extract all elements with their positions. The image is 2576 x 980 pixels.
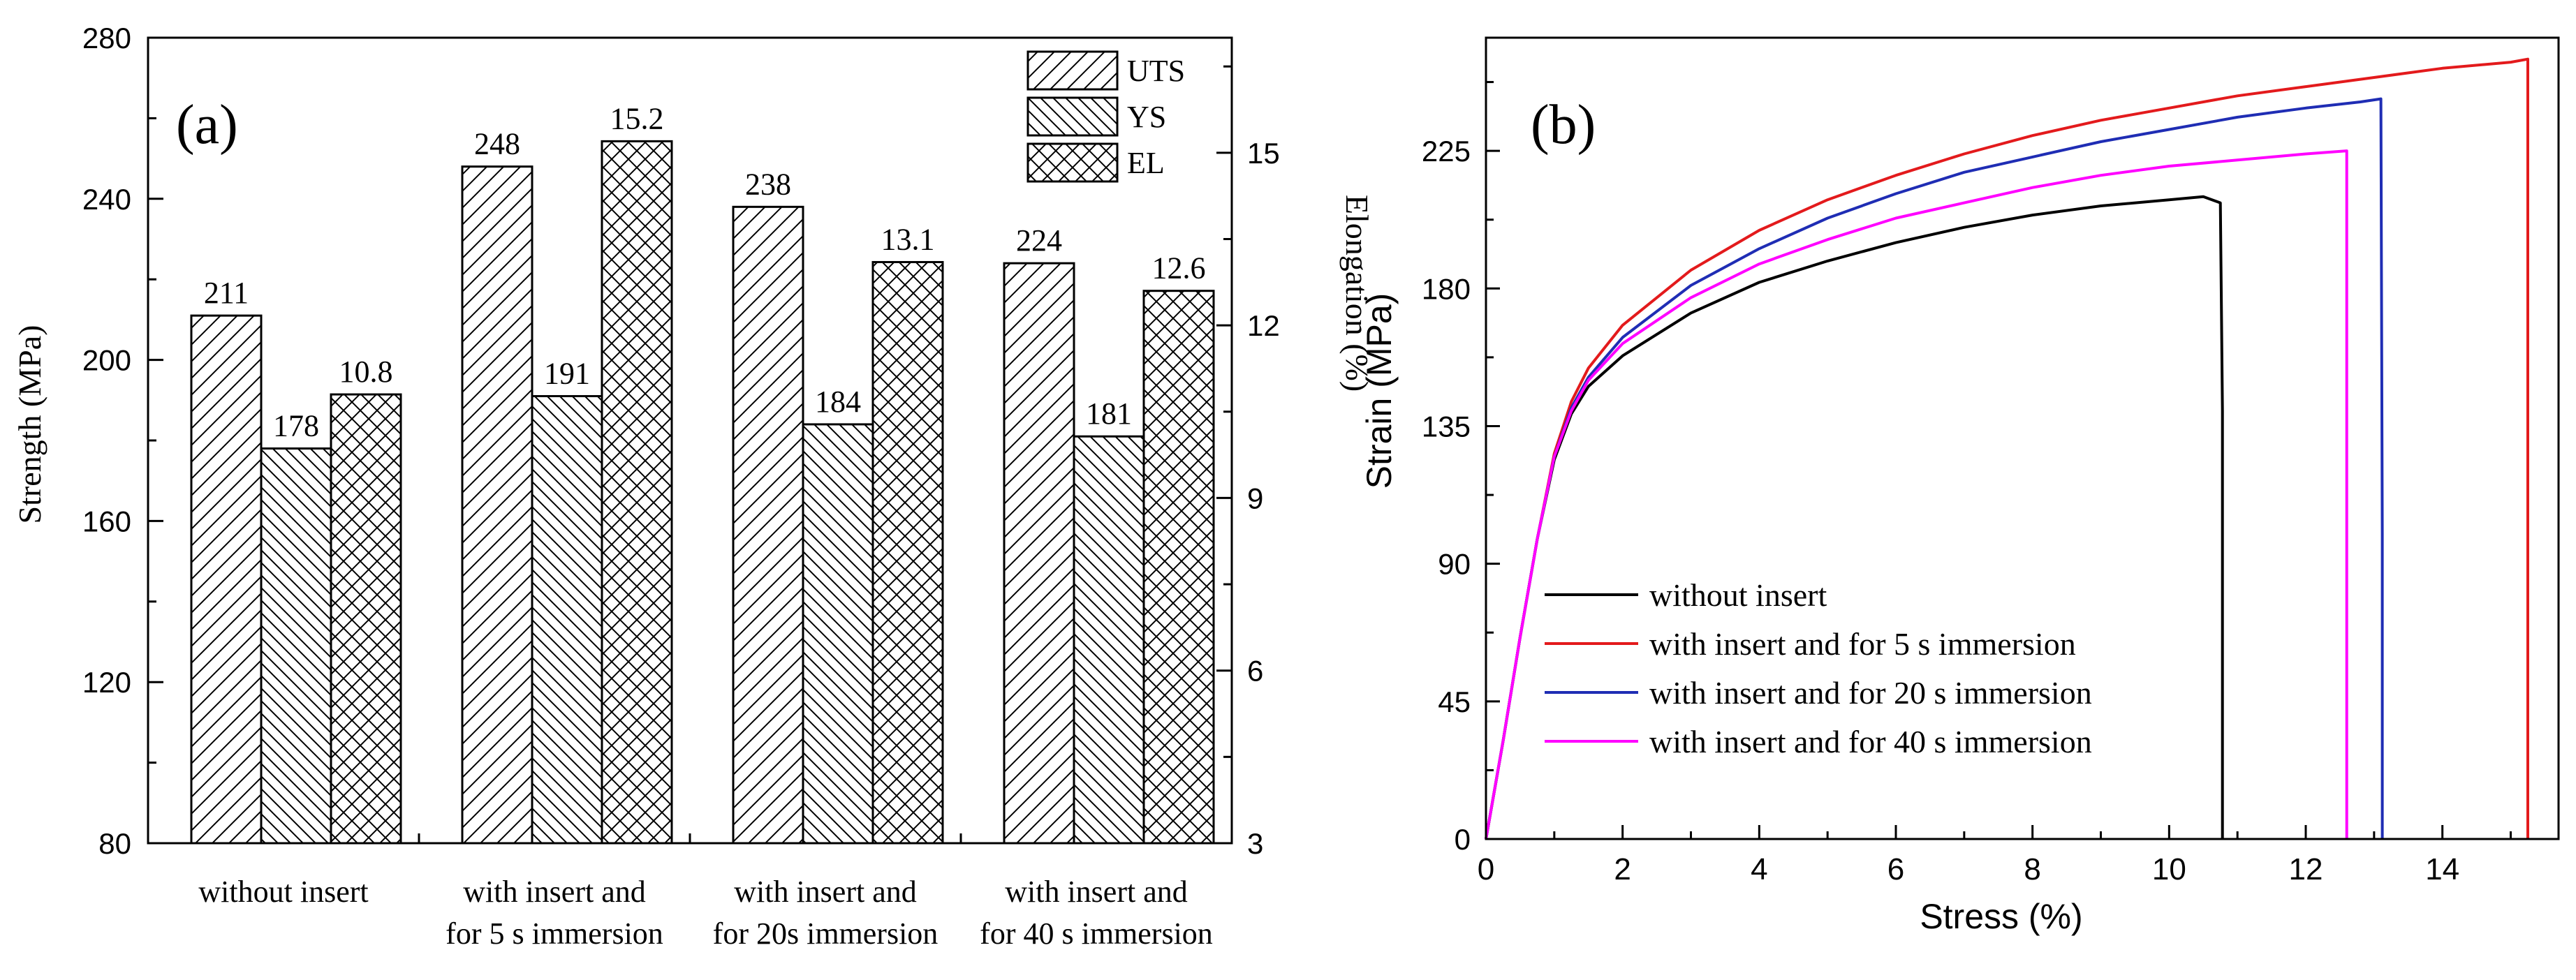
legend-label-2: with insert and for 20 s immersion: [1649, 675, 2092, 711]
data-label-ys-1: 191: [544, 357, 590, 391]
panel-b-label: (b): [1531, 94, 1596, 156]
y-tick-label-135: 135: [1422, 410, 1471, 443]
data-label-ys-3: 181: [1086, 396, 1132, 431]
y2-tick-label-12: 12: [1247, 309, 1280, 342]
panel-b-lines: [1485, 57, 2529, 840]
x-tick-label-12: 12: [2289, 852, 2323, 886]
bar-uts-0: [190, 314, 263, 845]
legend-label-el: EL: [1127, 146, 1165, 180]
y-tick-label-180: 180: [1422, 272, 1471, 305]
y-tick-label-225: 225: [1422, 135, 1471, 168]
x-tick-label-8: 8: [2024, 852, 2040, 886]
legend-label-3: with insert and for 40 s immersion: [1649, 724, 2092, 759]
category-label-3: for 40 s immersion: [980, 916, 1213, 951]
legend-swatch-uts: [1026, 50, 1119, 91]
data-label-uts-1: 248: [474, 127, 520, 161]
panel-b-ylabel: Strain (MPa): [1360, 293, 1399, 489]
category-label-2: with insert and: [734, 875, 917, 909]
x-tick-label-6: 6: [1887, 852, 1904, 886]
x-tick-label-2: 2: [1614, 852, 1631, 886]
data-label-el-1: 15.2: [610, 101, 664, 135]
bar-el-0: [330, 393, 402, 845]
y-tick-label-45: 45: [1438, 685, 1471, 718]
category-label-1: for 5 s immersion: [446, 916, 663, 951]
y-tick-label-0: 0: [1455, 823, 1471, 856]
panel-a-bar-chart: 211 178 10.8 248 191 15.2 238 184 13.1 224 181 12.6…: [12, 22, 1375, 951]
data-label-el-3: 12.6: [1152, 251, 1206, 285]
series-line-1: [1485, 57, 2529, 840]
y2-tick-label-6: 6: [1247, 655, 1263, 688]
data-label-uts-3: 224: [1016, 223, 1062, 258]
x-tick-label-14: 14: [2425, 852, 2459, 886]
category-label-2: for 20s immersion: [713, 916, 939, 951]
panel-b-legend: without insert with insert and for 5 s im…: [1545, 577, 2092, 759]
panel-a-ylabel: Strength (MPa): [12, 325, 47, 524]
panel-b-line-chart: 0 2 4 6 8 10 12 14 0 45 90 135 180 225 without insert…: [1360, 36, 2560, 936]
x-tick-label-10: 10: [2152, 852, 2186, 886]
data-label-el-2: 13.1: [881, 222, 935, 256]
x-tick-label-4: 4: [1751, 852, 1767, 886]
bar-el-1: [601, 140, 673, 845]
legend-label-1: with insert and for 5 s immersion: [1649, 626, 2076, 662]
series-line-3: [1485, 149, 2348, 840]
data-label-ys-0: 178: [273, 409, 319, 443]
panel-a-y2label: Elongation (%): [1339, 195, 1375, 392]
y-tick-label-160: 160: [82, 505, 131, 537]
panel-b-xlabel: Stress (%): [1920, 897, 2082, 936]
panel-a-legend: UTS YS EL: [1026, 50, 1185, 183]
bar-el-3: [1142, 290, 1215, 845]
bar-ys-3: [1073, 435, 1145, 845]
data-label-uts-0: 211: [204, 276, 249, 310]
y2-tick-label-3: 3: [1247, 827, 1263, 860]
category-label-3: with insert and: [1005, 875, 1188, 909]
data-label-uts-2: 238: [745, 167, 791, 201]
bar-ys-2: [802, 423, 874, 845]
panel-b-ticks: 0 2 4 6 8 10 12 14 0 45 90 135 180 225: [1422, 81, 2512, 886]
legend-label-ys: YS: [1127, 100, 1166, 134]
y-tick-label-240: 240: [82, 183, 131, 216]
bar-uts-1: [461, 165, 533, 845]
bar-uts-2: [732, 205, 804, 845]
bar-el-2: [871, 260, 944, 845]
legend-swatch-ys: [1026, 96, 1119, 137]
panel-b-frame: [1485, 36, 2560, 840]
legend-swatch-el: [1026, 142, 1119, 183]
legend-label-uts: UTS: [1127, 54, 1185, 88]
y-tick-label-120: 120: [82, 666, 131, 699]
y-tick-label-280: 280: [82, 22, 131, 54]
panel-b-plot-frame: [1485, 36, 2560, 840]
category-label-0: without insert: [198, 875, 368, 909]
y2-tick-label-9: 9: [1247, 482, 1263, 514]
category-label-1: with insert and: [463, 875, 646, 909]
legend-label-0: without insert: [1649, 577, 1827, 613]
bar-ys-0: [260, 447, 332, 845]
x-tick-label-0: 0: [1478, 852, 1494, 886]
y-tick-label-90: 90: [1438, 548, 1471, 581]
bar-uts-3: [1003, 262, 1075, 845]
panel-a-label: (a): [176, 94, 238, 156]
data-label-ys-2: 184: [815, 385, 861, 419]
bar-ys-1: [531, 395, 603, 845]
panel-a-bars: 211 178 10.8 248 191 15.2 238 184 13.1 224 181 12.6: [190, 101, 1215, 845]
panel-a-ticks: without insert with insert and for 5 s imm…: [82, 22, 1280, 951]
y-tick-label-80: 80: [98, 827, 131, 860]
data-label-el-0: 10.8: [339, 355, 393, 389]
y2-tick-label-15: 15: [1247, 137, 1280, 170]
y-tick-label-200: 200: [82, 344, 131, 377]
